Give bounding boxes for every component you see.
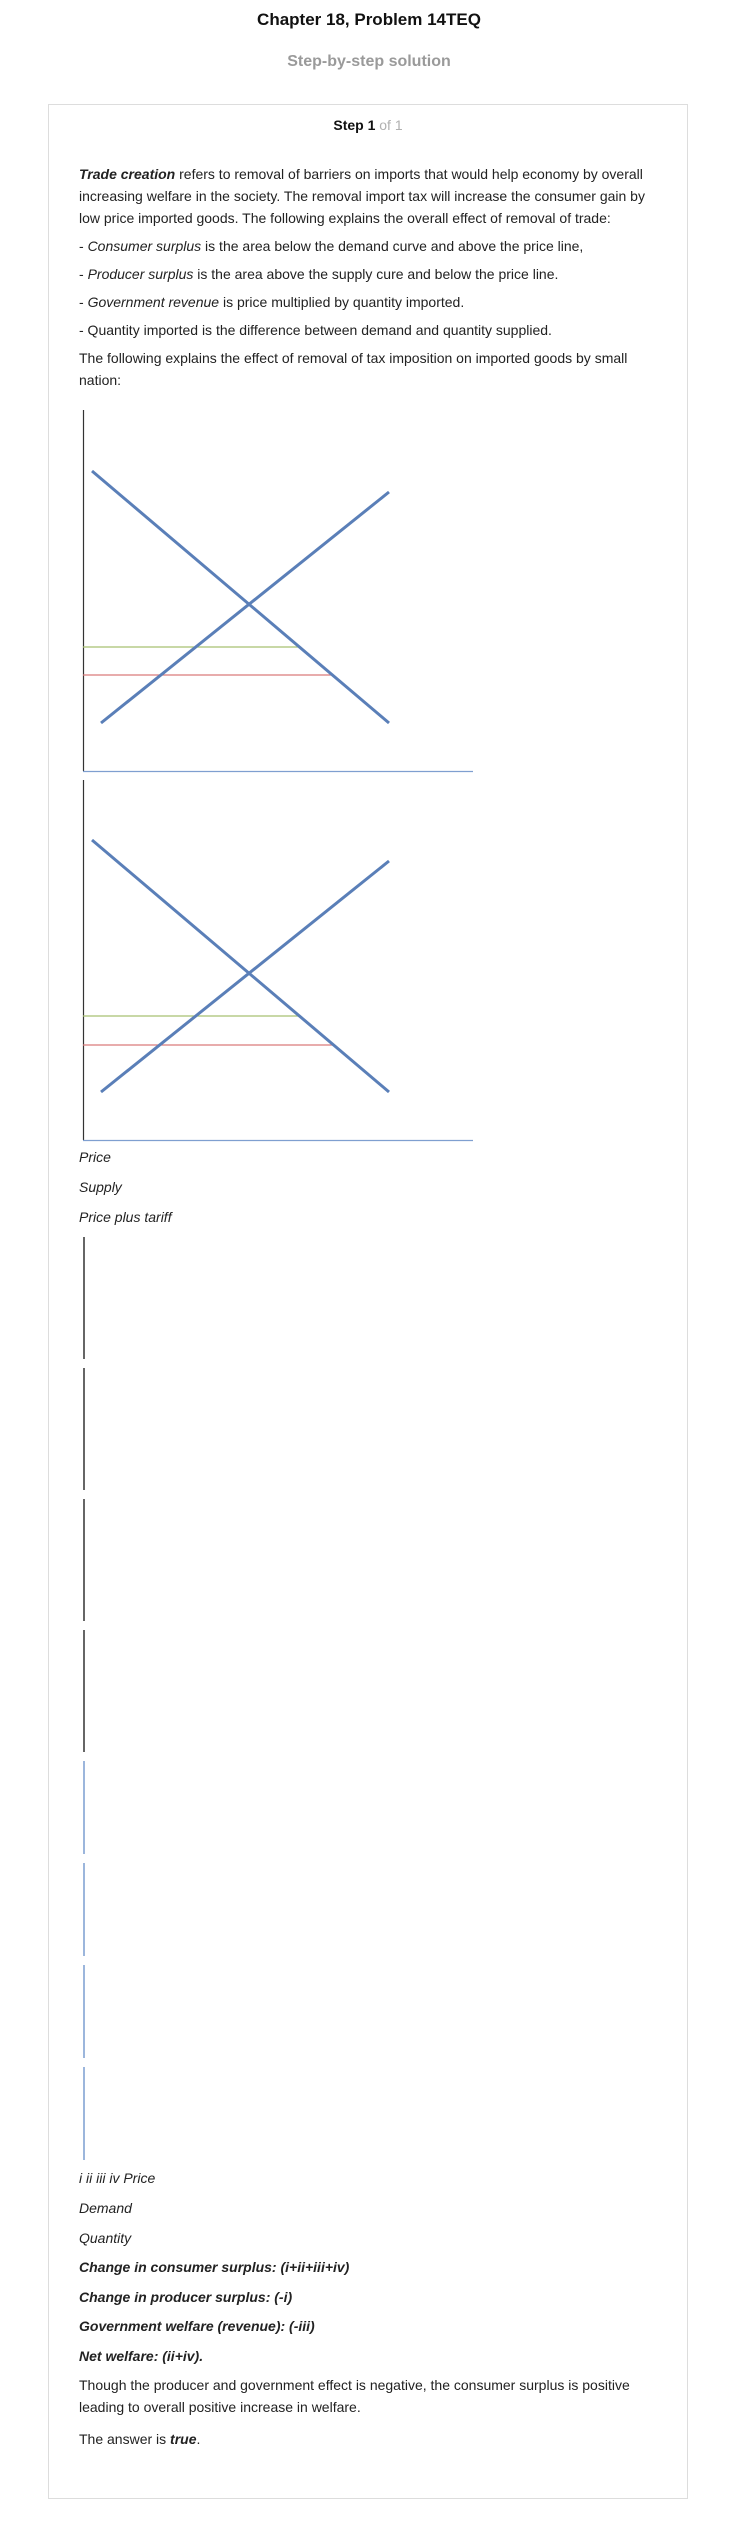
page-title: Chapter 18, Problem 14TEQ (257, 10, 481, 29)
supply-curve (100, 859, 390, 1094)
step-count: of 1 (379, 117, 403, 133)
bullet-term: Government revenue (87, 294, 220, 310)
result-government-revenue: Government welfare (revenue): (-iii) (79, 2318, 315, 2334)
page-subtitle: Step-by-step solution (287, 53, 451, 70)
area-marker-line (83, 1368, 85, 1490)
step-header: Step 1 of 1 (49, 117, 687, 133)
answer-value: true (170, 2431, 197, 2447)
bullet-text: is price multiplied by quantity imported… (219, 294, 465, 310)
lead-paragraph: The following explains the effect of rem… (79, 350, 628, 388)
result-consumer-surplus: Change in consumer surplus: (i+ii+iii+iv… (79, 2259, 350, 2275)
label-supply: Supply (79, 1179, 122, 1195)
bullet-prefix: - (79, 294, 88, 310)
bullet-term: Consumer surplus (87, 238, 202, 254)
label-quantity: Quantity (79, 2230, 132, 2246)
label-price: Price (79, 1149, 111, 1165)
area-marker-line (83, 1630, 85, 1752)
demand-curve (91, 469, 390, 725)
label-price-plus-tariff: Price plus tariff (79, 1209, 172, 1225)
area-marker-line (83, 2067, 85, 2160)
bullet-consumer-surplus: - Consumer surplus is the area below the… (79, 235, 664, 257)
area-marker-line (83, 1761, 85, 1854)
supply-demand-graph-1 (82, 410, 473, 773)
intro-term: Trade creation (79, 166, 176, 182)
bullet-producer-surplus: - Producer surplus is the area above the… (79, 263, 664, 285)
area-marker-line (83, 1965, 85, 2058)
bullet-term: Producer surplus (87, 266, 194, 282)
bullet-text: - Quantity imported is the difference be… (79, 322, 552, 338)
bullet-text: is the area below the demand curve and a… (201, 238, 584, 254)
step-number: Step 1 (333, 117, 376, 133)
bullet-prefix: - (79, 266, 88, 282)
answer-line: The answer is true. (79, 2429, 200, 2449)
intro-text: refers to removal of barriers on imports… (79, 166, 645, 226)
demand-curve (91, 838, 390, 1094)
supply-demand-graph-2 (82, 780, 473, 1142)
supply-curve (100, 490, 390, 725)
bullet-text: is the area above the supply cure and be… (193, 266, 559, 282)
area-marker-line (83, 1237, 85, 1359)
label-demand: Demand (79, 2200, 132, 2216)
solution-card: Step 1 of 1 Trade creation refers to rem… (48, 104, 688, 2499)
area-marker-line (83, 1863, 85, 1956)
bullet-prefix: - (79, 238, 88, 254)
intro-paragraph: Trade creation refers to removal of barr… (79, 163, 664, 229)
result-net-welfare: Net welfare: (ii+iv). (79, 2348, 204, 2364)
area-marker-line (83, 1499, 85, 1621)
label-areas-price: i ii iii iv Price (79, 2170, 156, 2186)
answer-prefix: The answer is (79, 2431, 171, 2447)
bullet-quantity-imported: - Quantity imported is the difference be… (79, 319, 664, 341)
answer-suffix: . (196, 2431, 201, 2447)
intro-section: Trade creation refers to removal of barr… (79, 163, 664, 391)
conclusion-paragraph: Though the producer and government effec… (79, 2377, 630, 2415)
result-producer-surplus: Change in producer surplus: (-i) (79, 2289, 293, 2305)
bullet-government-revenue: - Government revenue is price multiplied… (79, 291, 664, 313)
